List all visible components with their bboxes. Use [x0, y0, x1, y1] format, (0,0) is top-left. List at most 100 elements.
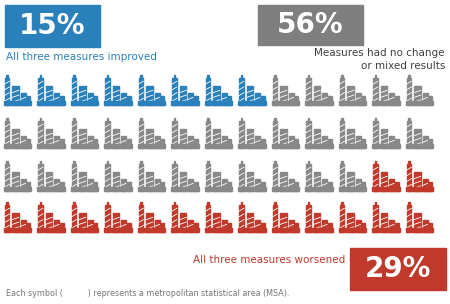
Bar [280, 172, 287, 191]
Bar [247, 172, 253, 191]
Bar [350, 248, 446, 290]
Bar [21, 220, 26, 232]
Bar [38, 78, 43, 105]
Bar [46, 129, 52, 148]
Bar [207, 202, 209, 206]
Bar [27, 182, 30, 191]
Bar [138, 144, 165, 148]
Bar [240, 202, 243, 206]
Text: 56%: 56% [277, 11, 344, 39]
Bar [372, 187, 400, 191]
Bar [46, 172, 52, 191]
Bar [273, 121, 277, 148]
Bar [146, 213, 153, 232]
Bar [206, 78, 210, 105]
Bar [306, 164, 311, 191]
Bar [194, 182, 198, 191]
Bar [112, 172, 119, 191]
Bar [105, 164, 110, 191]
Bar [395, 223, 399, 232]
Bar [273, 206, 277, 232]
Bar [172, 121, 177, 148]
Bar [322, 179, 327, 191]
Bar [239, 164, 244, 191]
Bar [272, 101, 299, 105]
Bar [139, 206, 144, 232]
Bar [322, 93, 327, 105]
Bar [280, 129, 287, 148]
Bar [88, 220, 93, 232]
Bar [381, 213, 387, 232]
Bar [407, 121, 411, 148]
Bar [6, 161, 8, 164]
Bar [261, 96, 265, 105]
Bar [180, 129, 186, 148]
Bar [21, 136, 26, 148]
Bar [347, 129, 354, 148]
Bar [12, 172, 19, 191]
Bar [328, 223, 332, 232]
Bar [79, 172, 86, 191]
Bar [222, 179, 226, 191]
Bar [372, 101, 400, 105]
Bar [322, 136, 327, 148]
Bar [139, 121, 144, 148]
Bar [171, 101, 199, 105]
Bar [227, 223, 231, 232]
Text: 29%: 29% [365, 255, 431, 283]
Bar [247, 129, 253, 148]
Bar [227, 96, 231, 105]
Bar [46, 213, 52, 232]
Bar [107, 161, 108, 164]
Bar [340, 78, 344, 105]
Bar [180, 172, 186, 191]
Bar [37, 228, 65, 232]
Bar [238, 101, 266, 105]
Bar [347, 172, 354, 191]
Bar [37, 187, 65, 191]
Bar [127, 140, 131, 148]
Bar [289, 179, 293, 191]
Bar [6, 202, 8, 206]
Bar [205, 228, 232, 232]
Bar [428, 140, 432, 148]
Bar [414, 213, 421, 232]
Bar [356, 220, 360, 232]
Bar [239, 121, 244, 148]
Bar [261, 140, 265, 148]
Bar [112, 129, 119, 148]
Bar [408, 202, 410, 206]
Bar [127, 96, 131, 105]
Bar [72, 164, 76, 191]
Bar [328, 182, 332, 191]
Bar [314, 129, 320, 148]
Bar [258, 5, 363, 45]
Bar [174, 161, 176, 164]
Bar [79, 86, 86, 105]
Bar [121, 136, 126, 148]
Bar [238, 144, 266, 148]
Bar [373, 164, 378, 191]
Bar [73, 161, 75, 164]
Bar [255, 93, 260, 105]
Bar [140, 202, 142, 206]
Bar [180, 86, 186, 105]
Bar [307, 202, 310, 206]
Bar [289, 220, 293, 232]
Bar [207, 118, 209, 121]
Bar [205, 101, 232, 105]
Bar [12, 129, 19, 148]
Bar [71, 101, 98, 105]
Bar [73, 118, 75, 121]
Bar [161, 223, 164, 232]
Bar [373, 121, 378, 148]
Bar [305, 187, 333, 191]
Bar [4, 187, 31, 191]
Bar [247, 213, 253, 232]
Bar [207, 74, 209, 78]
Bar [71, 228, 98, 232]
Bar [54, 179, 59, 191]
Bar [255, 179, 260, 191]
Bar [423, 93, 427, 105]
Bar [146, 86, 153, 105]
